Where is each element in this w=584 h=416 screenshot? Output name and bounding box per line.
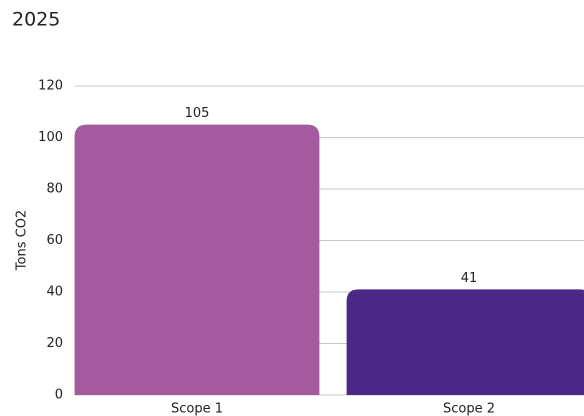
data-label: 41	[461, 271, 478, 286]
y-tick-label: 40	[46, 285, 63, 300]
data-label: 105	[185, 106, 210, 121]
y-tick-label: 0	[55, 388, 63, 403]
y-axis-label: Tons CO2	[15, 210, 30, 271]
y-tick-label: 80	[46, 182, 63, 197]
bar	[346, 289, 584, 395]
y-tick-label: 100	[38, 130, 63, 145]
x-tick-label: Scope 1	[171, 402, 223, 416]
y-tick-label: 60	[46, 233, 63, 248]
x-tick-label: Scope 2	[443, 402, 495, 416]
chart-title: 2025	[12, 9, 60, 31]
y-tick-label: 20	[46, 336, 63, 351]
y-tick-label: 120	[38, 79, 63, 94]
bar	[74, 124, 320, 395]
